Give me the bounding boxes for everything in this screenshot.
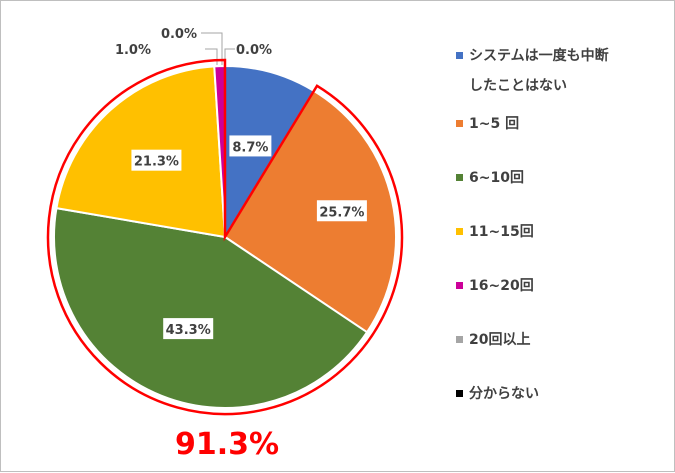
legend: システムは一度も中断 したことはない 1~5 回 6~10回 11~15回 16~20回…: [456, 41, 666, 433]
slice-label-16-20: 1.0%: [115, 43, 151, 58]
highlight-outline: [46, 58, 404, 416]
legend-item-never-interrupted: システムは一度も中断 したことはない: [456, 41, 666, 101]
slice-label-box-6-10: [163, 318, 214, 340]
legend-label-over-20: 20回以上: [469, 332, 531, 348]
slice-label-box-11-15: [131, 149, 182, 171]
legend-label-11-15: 11~15回: [469, 224, 534, 240]
slice-label-1-5: 25.7%: [319, 205, 364, 220]
legend-item-6-10: 6~10回: [456, 163, 666, 193]
slice-label-11-15: 21.3%: [134, 155, 179, 170]
leader-line-unknown: [224, 48, 235, 65]
legend-item-over-20: 20回以上: [456, 325, 666, 355]
highlight-value: 91.3%: [175, 427, 279, 462]
legend-label-16-20: 16~20回: [469, 278, 534, 294]
slice-label-unknown: 0.0%: [236, 43, 272, 58]
legend-label-unknown: 分からない: [469, 386, 539, 402]
legend-item-16-20: 16~20回: [456, 271, 666, 301]
legend-swatch-never-interrupted: [456, 52, 463, 59]
leader-line-16-20: [205, 48, 218, 65]
pie-slice-6-10: [53, 206, 369, 409]
legend-swatch-1-5: [456, 120, 463, 127]
pie-slice-1-5: [223, 89, 397, 334]
slice-label-box-1-5: [316, 200, 367, 222]
legend-label-6-10: 6~10回: [469, 170, 524, 186]
legend-swatch-unknown: [456, 390, 463, 397]
legend-swatch-over-20: [456, 336, 463, 343]
legend-item-unknown: 分からない: [456, 379, 666, 409]
slice-label-6-10: 43.3%: [166, 323, 211, 338]
legend-swatch-16-20: [456, 282, 463, 289]
slice-label-box-never-interrupted: [229, 135, 272, 157]
slice-label-over-20: 0.0%: [161, 27, 197, 42]
slice-label-never-interrupted: 8.7%: [232, 140, 268, 155]
legend-swatch-6-10: [456, 174, 463, 181]
legend-label-1-5: 1~5 回: [469, 116, 520, 132]
legend-item-1-5: 1~5 回: [456, 109, 666, 139]
legend-swatch-11-15: [456, 228, 463, 235]
leader-line-over-20: [201, 32, 223, 65]
legend-label-never-interrupted: システムは一度も中断 したことはない: [469, 48, 609, 94]
legend-item-11-15: 11~15回: [456, 217, 666, 247]
